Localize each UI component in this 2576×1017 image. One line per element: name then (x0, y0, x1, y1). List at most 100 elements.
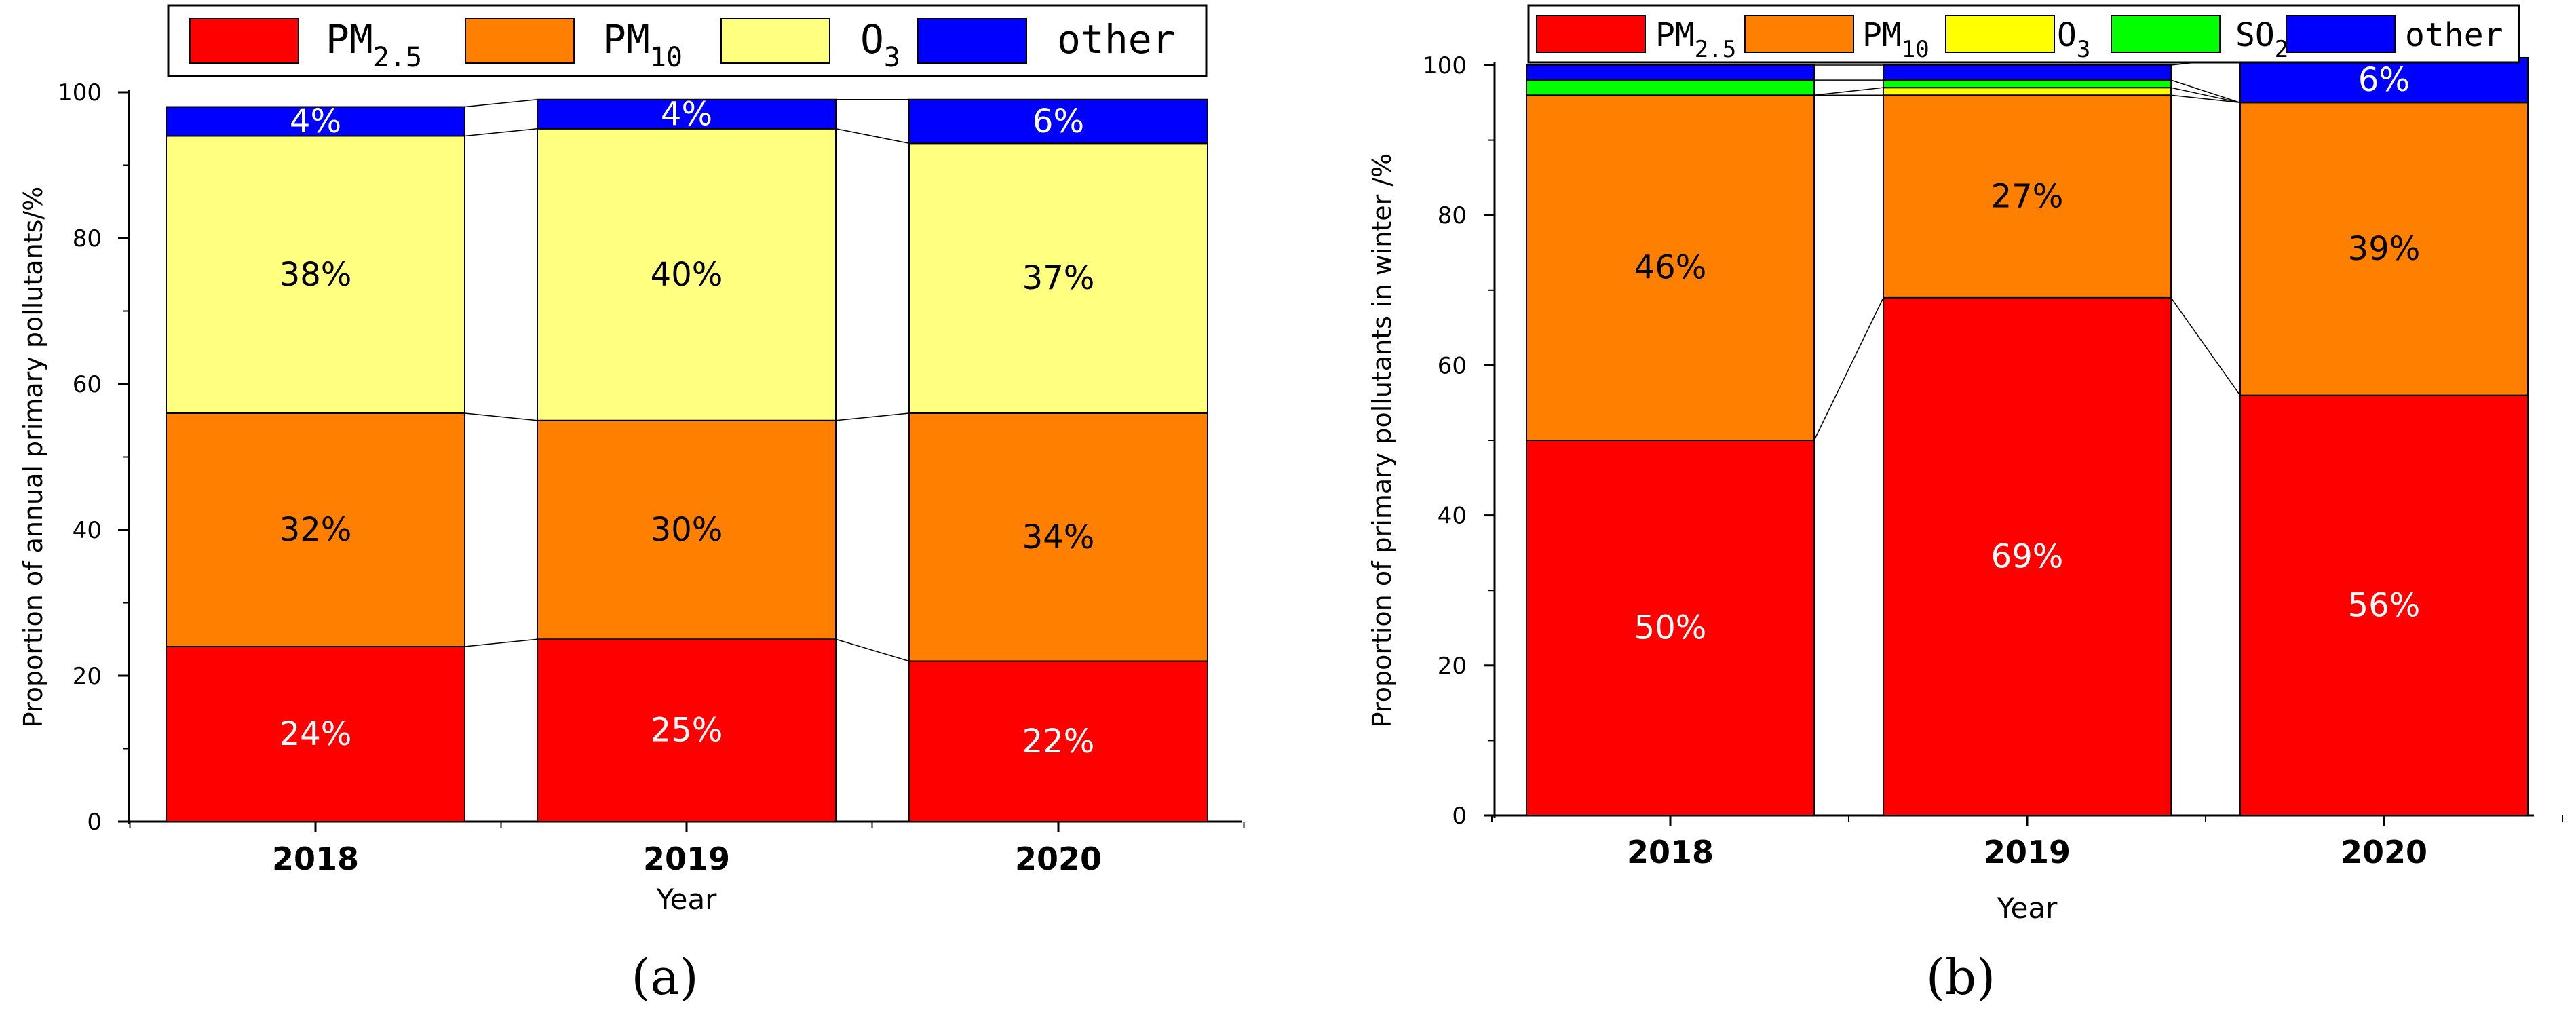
y-tick-label: 60 (73, 371, 102, 398)
bar-segment-pm25 (2239, 394, 2529, 816)
connector-line (464, 128, 538, 137)
data-label: 38% (280, 256, 352, 294)
legend-label: O3 (2057, 16, 2090, 63)
legend-label-main: SO (2235, 16, 2275, 54)
legend-label-main: other (2405, 16, 2503, 54)
legend-label-main: PM (1862, 16, 1902, 54)
connector-line (2170, 297, 2241, 396)
legend-label-subscript: 10 (1902, 36, 1929, 63)
bar-segment-pm10 (908, 412, 1208, 662)
bar-segment-so2 (1526, 79, 1815, 96)
y-tick-label: 0 (1452, 803, 1467, 830)
legend-label-main: O (860, 16, 884, 62)
y-tick-label: 20 (73, 663, 102, 690)
y-tick-label: 0 (87, 809, 102, 836)
connector-line (464, 412, 538, 421)
data-label: 25% (651, 712, 723, 750)
bar-segment-pm25 (537, 638, 837, 822)
bar-segment-pm25 (1883, 296, 2172, 816)
data-label: 22% (1022, 723, 1095, 761)
legend-label-main: O (2057, 16, 2077, 54)
data-label: 6% (2358, 61, 2410, 99)
y-tick-label: 20 (1438, 653, 1467, 680)
legend-label-main: other (1057, 16, 1176, 62)
bar-segment-o3 (908, 142, 1208, 414)
bar-segment-pm25 (908, 660, 1208, 822)
legend-label: PM10 (1862, 16, 1929, 63)
panel-caption: (a) (631, 948, 698, 1005)
data-label: 40% (651, 256, 723, 294)
data-label: 37% (1022, 259, 1095, 297)
y-axis-title: Proportion of annual primary pollutants/… (18, 187, 48, 728)
bar-segment-pm25 (166, 646, 465, 822)
x-category-label: 2018 (272, 841, 359, 877)
x-axis-title: Year (1997, 891, 2058, 925)
bar-segment-other (166, 106, 465, 137)
bar-segment-pm25 (1526, 440, 1815, 816)
legend-label-subscript: 10 (650, 42, 683, 73)
connector-line (1813, 87, 1884, 96)
data-label: 34% (1022, 518, 1095, 556)
bar-segment-o3 (166, 135, 465, 414)
bar-segment-other (537, 98, 837, 130)
connector-line (2170, 79, 2241, 104)
x-category-label: 2020 (2341, 834, 2427, 870)
connector-line (835, 412, 910, 421)
y-tick-label: 40 (1438, 503, 1467, 530)
x-category-label: 2019 (1984, 834, 2071, 870)
bar-segment-pm10 (537, 419, 837, 640)
legend-label-main: PM (602, 16, 650, 62)
connector-line (2170, 87, 2241, 104)
panel-a-chart: 0 20 40 60 80 100 2018 2019 2020 Year Proportion o… (18, 4, 1245, 1005)
legend-key-so2 (2111, 15, 2221, 53)
x-axis-title: Year (656, 883, 718, 916)
connector-line (835, 638, 910, 662)
data-label: 6% (1033, 102, 1084, 140)
legend-label: O3 (860, 16, 900, 73)
x-category-label: 2018 (1627, 834, 1714, 870)
x-category-label: 2020 (1015, 841, 1102, 877)
y-tick-label: 60 (1438, 352, 1467, 379)
bar-segment-so2 (1883, 79, 2172, 89)
legend-label: SO2 (2235, 16, 2288, 63)
data-label: 24% (280, 715, 352, 753)
connector-line (1813, 297, 1884, 441)
data-label: 32% (280, 511, 352, 549)
legend-label: PM10 (602, 16, 683, 73)
data-label: 56% (2348, 586, 2421, 624)
legend-label-subscript: 2.5 (373, 42, 422, 73)
bar-segment-pm10 (1883, 94, 2172, 299)
connector-line (464, 638, 538, 647)
legend-label: other (1057, 16, 1176, 62)
connector-line (2170, 94, 2241, 104)
legend-label-subscript: 2 (2275, 36, 2288, 63)
legend-key-pm25 (1536, 15, 1646, 53)
bar-segment-pm10 (2239, 102, 2529, 396)
data-label: 46% (1634, 249, 1707, 287)
bar-segment-other (1883, 64, 2172, 81)
legend-key-other (917, 18, 1027, 64)
legend-label: PM2.5 (326, 16, 422, 73)
legend-key-o3 (1945, 15, 2055, 53)
y-tick-label: 80 (1438, 202, 1467, 229)
connector-line (835, 128, 910, 144)
x-category-label: 2019 (643, 841, 730, 877)
y-tick-label: 100 (1423, 52, 1467, 79)
legend-label-main: PM (1655, 16, 1695, 54)
legend-key-o3 (720, 18, 830, 64)
bar-segment-o3 (537, 128, 837, 421)
data-label: 69% (1991, 537, 2064, 575)
y-axis-title: Proportion of primary pollutants in wint… (1367, 153, 1397, 728)
legend-label-subscript: 3 (884, 42, 900, 73)
panel-caption: (b) (1926, 948, 1995, 1005)
legend-key-pm10 (465, 18, 575, 64)
legend-label-subscript: 2.5 (1695, 36, 1736, 63)
bar-segment-other (908, 98, 1208, 145)
y-tick-label: 80 (73, 225, 102, 252)
connector-line (464, 99, 538, 108)
legend-box (167, 4, 1208, 77)
legend-key-other (2286, 15, 2396, 53)
data-label: 50% (1634, 609, 1707, 647)
legend-key-pm10 (1744, 15, 1854, 53)
